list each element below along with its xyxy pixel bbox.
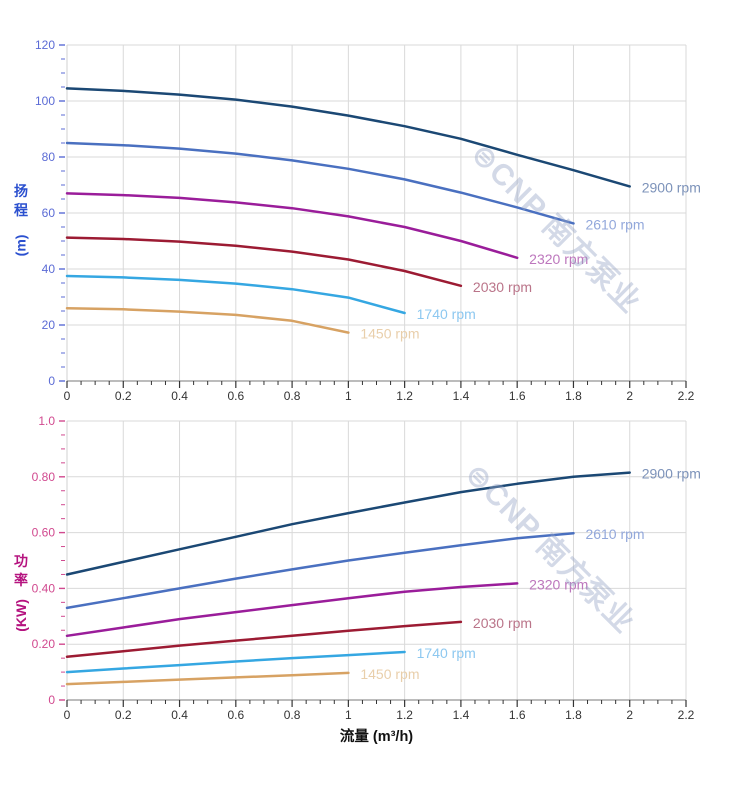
x-tick-label: 2 [626, 708, 633, 722]
x-tick-label: 1.8 [565, 708, 582, 722]
curve-1740-rpm [65, 650, 406, 674]
x-tick-label: 0 [64, 708, 71, 722]
x-tick-label: 0.6 [227, 389, 244, 403]
x-tick-label: 0.8 [284, 389, 301, 403]
curve-label-1450-rpm: 1450 rpm [360, 326, 419, 342]
y-axis-title-power-unit: (KW) [12, 598, 29, 632]
curve-label-2900-rpm: 2900 rpm [642, 466, 701, 482]
x-tick-label: 2.2 [678, 708, 695, 722]
chart-power: 0 0.2 0.4 0.6 0.8 1 1.2 1.4 1.6 1.8 2 2.2 0 0.20 0.40 0… [32, 414, 701, 722]
y-tick-label: 0.40 [32, 581, 56, 595]
y-tick-label: 0.80 [32, 470, 56, 484]
curve-2610-rpm [65, 531, 575, 610]
y-axis-title-head-char: 扬 [14, 183, 28, 199]
x-tick-label: 1.2 [396, 389, 413, 403]
chart-head: 0 0.2 0.4 0.6 0.8 1 1.2 1.4 1.6 1.8 2 2.2 0 20 40 60 80 1… [35, 38, 701, 403]
x-tick-label: 1.4 [453, 389, 470, 403]
y-tick-label: 120 [35, 38, 55, 52]
curve-label-1450-rpm: 1450 rpm [360, 666, 419, 682]
y-tick-label: 0 [48, 374, 55, 388]
curve-2030-rpm [65, 236, 463, 288]
curve-label-1740-rpm: 1740 rpm [417, 306, 476, 322]
curve-label-2610-rpm: 2610 rpm [585, 526, 644, 542]
y-tick-label: 60 [42, 206, 56, 220]
curve-label-2320-rpm: 2320 rpm [529, 251, 588, 267]
curve-1450-rpm [65, 306, 350, 334]
x-tick-label: 1.6 [509, 708, 526, 722]
curve-label-2030-rpm: 2030 rpm [473, 615, 532, 631]
y-axis-title-power-char: 率 [14, 571, 28, 588]
curve-label-1740-rpm: 1740 rpm [417, 645, 476, 661]
y-axis-title-head-char: 程 [14, 201, 28, 218]
y-tick-label: 0 [48, 693, 55, 707]
curve-2900-rpm [65, 87, 631, 188]
y-tick-label: 1.0 [38, 414, 55, 428]
curve-1450-rpm [65, 671, 350, 686]
x-tick-label: 0.4 [171, 389, 188, 403]
x-axis-title: 流量 (m³/h) [339, 729, 414, 745]
x-tick-label: 0.2 [115, 389, 132, 403]
y-tick-label: 80 [42, 150, 56, 164]
x-tick-label: 0.2 [115, 708, 132, 722]
x-tick-label: 1 [345, 708, 352, 722]
x-tick-label: 1.2 [396, 708, 413, 722]
x-tick-label: 0.6 [227, 708, 244, 722]
curve-label-2320-rpm: 2320 rpm [529, 576, 588, 592]
x-tick-label: 2 [626, 389, 633, 403]
x-tick-label: 1.4 [453, 708, 470, 722]
y-tick-label: 40 [42, 262, 56, 276]
y-axis-title-power: 功 率 (KW) [6, 552, 36, 639]
x-tick-label: 0.8 [284, 708, 301, 722]
x-tick-label: 0.4 [171, 708, 188, 722]
y-axis-title-head-unit: (m) [12, 234, 29, 257]
x-tick-label: 1.6 [509, 389, 526, 403]
y-tick-label: 20 [42, 318, 56, 332]
curve-1740-rpm [65, 274, 406, 315]
curve-label-2030-rpm: 2030 rpm [473, 279, 532, 295]
curve-2320-rpm [65, 582, 519, 638]
curve-label-2610-rpm: 2610 rpm [585, 216, 644, 232]
curve-2900-rpm [65, 471, 631, 576]
curve-2610-rpm [65, 141, 575, 225]
curve-2030-rpm [65, 620, 463, 659]
curve-2320-rpm [65, 192, 519, 260]
y-tick-label: 0.20 [32, 637, 56, 651]
curve-label-2900-rpm: 2900 rpm [642, 179, 701, 195]
x-tick-label: 2.2 [678, 389, 695, 403]
y-axis-title-power-char: 功 [14, 553, 28, 569]
y-tick-label: 0.60 [32, 526, 56, 540]
y-axis-title-head: 扬 程 (m) [8, 182, 34, 269]
x-tick-label: 1 [345, 389, 352, 403]
x-tick-label: 0 [64, 389, 71, 403]
y-tick-label: 100 [35, 94, 55, 108]
x-tick-label: 1.8 [565, 389, 582, 403]
